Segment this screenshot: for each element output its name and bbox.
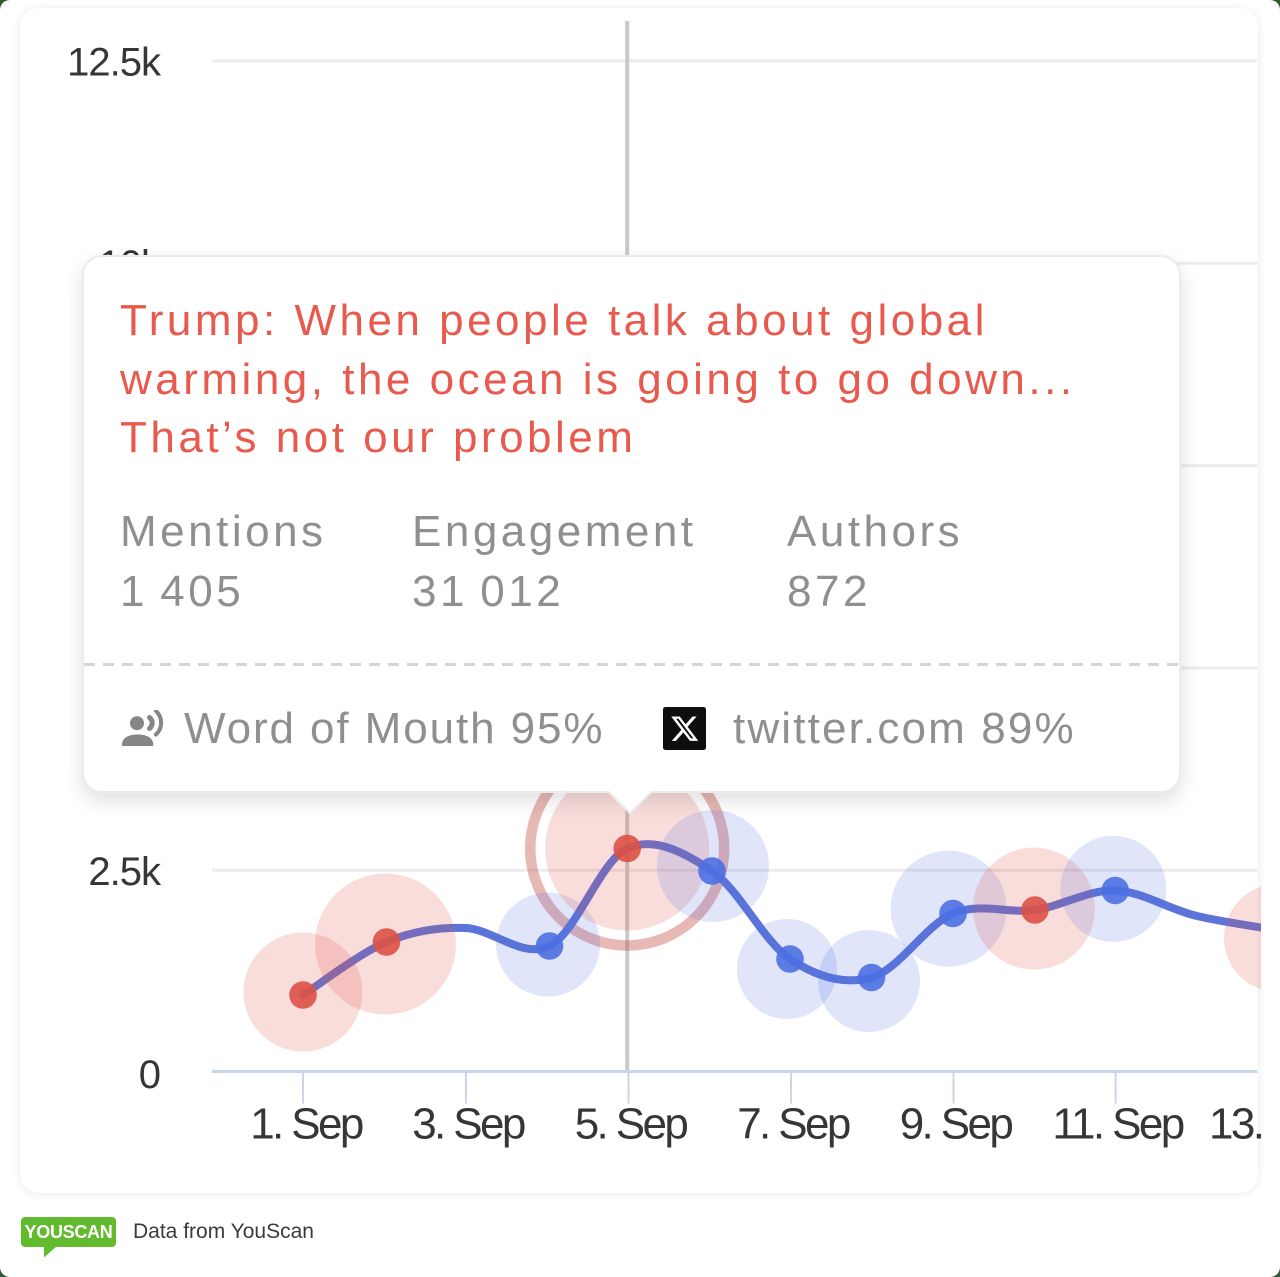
svg-text:1. Sep: 1. Sep — [250, 1100, 363, 1149]
svg-text:12.5k: 12.5k — [67, 41, 162, 85]
svg-text:2.5k: 2.5k — [88, 850, 162, 894]
svg-text:3. Sep: 3. Sep — [412, 1100, 525, 1149]
svg-text:11. Sep: 11. Sep — [1052, 1100, 1183, 1149]
svg-text:7. Sep: 7. Sep — [737, 1100, 850, 1149]
svg-text:9. Sep: 9. Sep — [900, 1100, 1013, 1149]
svg-text:5. Sep: 5. Sep — [575, 1100, 688, 1149]
svg-text:13. Sep: 13. Sep — [1209, 1100, 1280, 1149]
svg-text:0: 0 — [139, 1053, 160, 1097]
